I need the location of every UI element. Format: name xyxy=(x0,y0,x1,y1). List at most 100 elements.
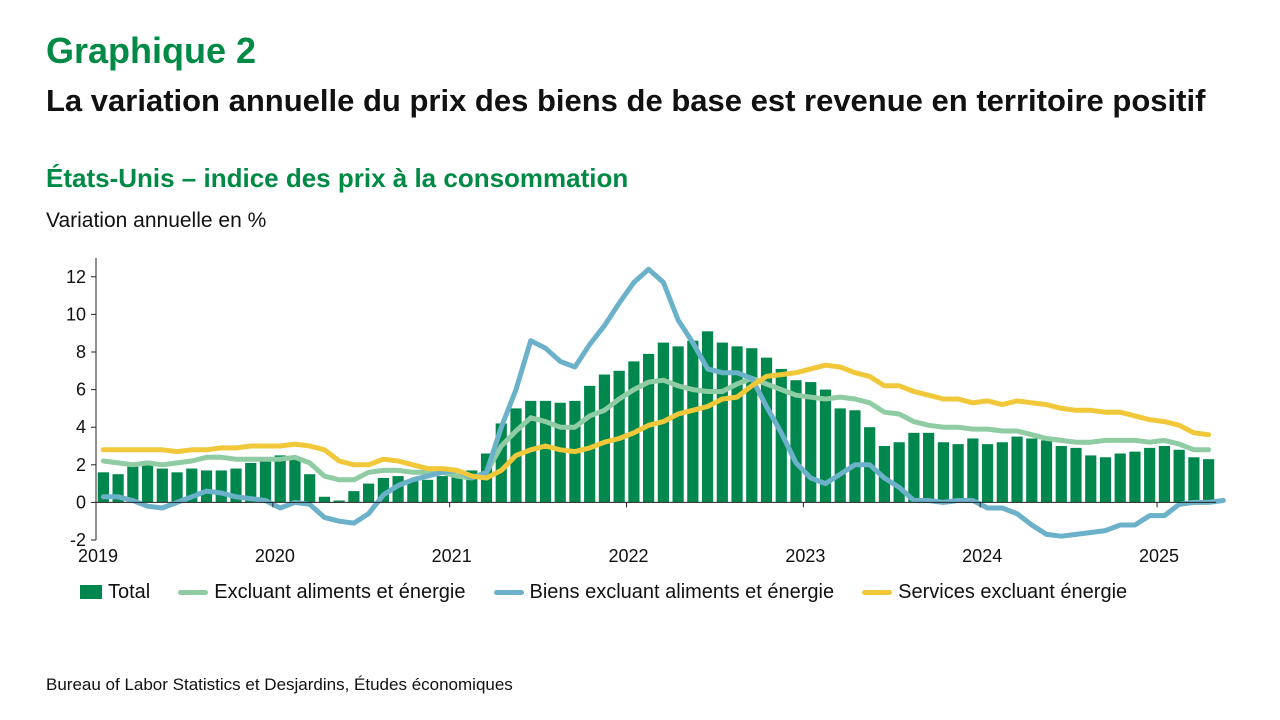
chart-subtitle: États-Unis – indice des prix à la consom… xyxy=(46,163,629,193)
bar xyxy=(643,353,655,503)
y-tick-label: -2 xyxy=(70,530,86,550)
bar xyxy=(1144,447,1156,503)
bar xyxy=(112,474,124,503)
bar xyxy=(952,444,964,503)
chart-title: La variation annuelle du prix des biens … xyxy=(46,83,1206,118)
chart-legend: Total Excluant aliments et énergie Biens… xyxy=(80,578,1127,606)
legend-label-core-goods: Biens excluant aliments et énergie xyxy=(529,580,835,603)
x-tick-label: 2022 xyxy=(609,546,649,566)
y-tick-label: 4 xyxy=(76,417,86,437)
legend-swatch-total xyxy=(80,585,102,599)
bar xyxy=(923,432,935,503)
bar xyxy=(127,466,139,503)
bar xyxy=(584,385,596,503)
bar xyxy=(1114,453,1126,503)
bar xyxy=(760,357,773,503)
legend-item-core: Excluant aliments et énergie xyxy=(178,580,466,604)
bar xyxy=(407,479,419,503)
bar xyxy=(451,476,463,503)
bar xyxy=(156,468,168,503)
bar xyxy=(819,389,832,503)
bar xyxy=(981,444,994,503)
bar xyxy=(348,491,360,503)
y-tick-label: 8 xyxy=(76,342,86,362)
bar xyxy=(554,402,566,503)
bar xyxy=(186,468,198,503)
bar xyxy=(436,476,448,503)
bar xyxy=(908,432,920,503)
bar xyxy=(245,462,257,503)
y-tick-label: 12 xyxy=(66,267,86,287)
bar xyxy=(687,340,699,503)
x-tick-label: 2019 xyxy=(78,546,118,566)
legend-label-total: Total xyxy=(108,580,151,603)
y-tick-label: 10 xyxy=(66,304,86,324)
x-tick-label: 2021 xyxy=(432,546,472,566)
bar xyxy=(1011,436,1023,503)
bar xyxy=(304,474,316,503)
bar xyxy=(1173,449,1185,503)
bar xyxy=(97,472,109,503)
x-tick-label: 2020 xyxy=(255,546,295,566)
bar xyxy=(834,408,846,503)
bar xyxy=(672,346,684,503)
bar xyxy=(731,346,743,503)
series-line-core xyxy=(100,375,1212,483)
y-tick-label: 2 xyxy=(76,455,86,475)
series-line-core-services xyxy=(100,362,1212,481)
bar xyxy=(1158,446,1171,503)
bar xyxy=(171,472,183,503)
x-tick-label: 2023 xyxy=(785,546,825,566)
legend-item-total: Total xyxy=(80,581,150,604)
bar xyxy=(1129,451,1141,503)
legend-swatch-core-services xyxy=(862,589,893,595)
bar xyxy=(716,342,728,503)
legend-label-core-services: Services excluant énergie xyxy=(898,580,1128,603)
x-tick-label: 2025 xyxy=(1139,546,1179,566)
legend-item-core-goods: Biens excluant aliments et énergie xyxy=(493,580,835,604)
bar xyxy=(1188,457,1200,503)
bar xyxy=(200,470,213,503)
y-tick-label: 0 xyxy=(76,492,86,512)
x-tick-label: 2024 xyxy=(962,546,1002,566)
bar xyxy=(701,331,714,503)
bar xyxy=(1055,446,1067,503)
bar xyxy=(878,446,891,503)
bar xyxy=(805,382,817,503)
bar xyxy=(746,348,758,503)
bar xyxy=(1085,455,1097,503)
bar xyxy=(598,374,611,503)
bar xyxy=(274,455,286,503)
bar xyxy=(377,477,389,503)
chart-plot: -2 0 2 4 6 8 10 12 2019 2020 2021 2022 2023 2024 2025 xyxy=(66,258,1226,566)
bar xyxy=(849,410,861,503)
bar xyxy=(937,442,949,503)
chart-kicker: Graphique 2 xyxy=(46,30,257,71)
bar xyxy=(539,400,552,503)
bar xyxy=(495,423,507,503)
bar xyxy=(1040,440,1053,503)
legend-item-core-services: Services excluant énergie xyxy=(862,581,1127,604)
bar xyxy=(333,500,345,503)
bar xyxy=(466,470,478,503)
bar xyxy=(363,483,375,503)
bar xyxy=(893,442,905,503)
chart-source: Bureau of Labor Statistics et Desjardins… xyxy=(46,675,513,694)
bar xyxy=(790,380,802,503)
y-tick-label: 6 xyxy=(76,380,86,400)
bar xyxy=(289,459,301,503)
bar xyxy=(259,459,272,503)
legend-swatch-core xyxy=(178,589,209,595)
bar xyxy=(1026,438,1038,503)
legend-label-core: Excluant aliments et énergie xyxy=(214,580,466,603)
bar xyxy=(1203,459,1215,503)
bar xyxy=(392,476,404,503)
bar xyxy=(421,479,434,503)
bar xyxy=(967,438,979,503)
bar xyxy=(230,468,242,503)
bar xyxy=(318,496,331,503)
series-line-core-goods xyxy=(100,266,1226,539)
y-axis-unit-label: Variation annuelle en % xyxy=(46,209,267,232)
bar xyxy=(141,464,154,503)
legend-swatch-core-goods xyxy=(493,589,524,595)
